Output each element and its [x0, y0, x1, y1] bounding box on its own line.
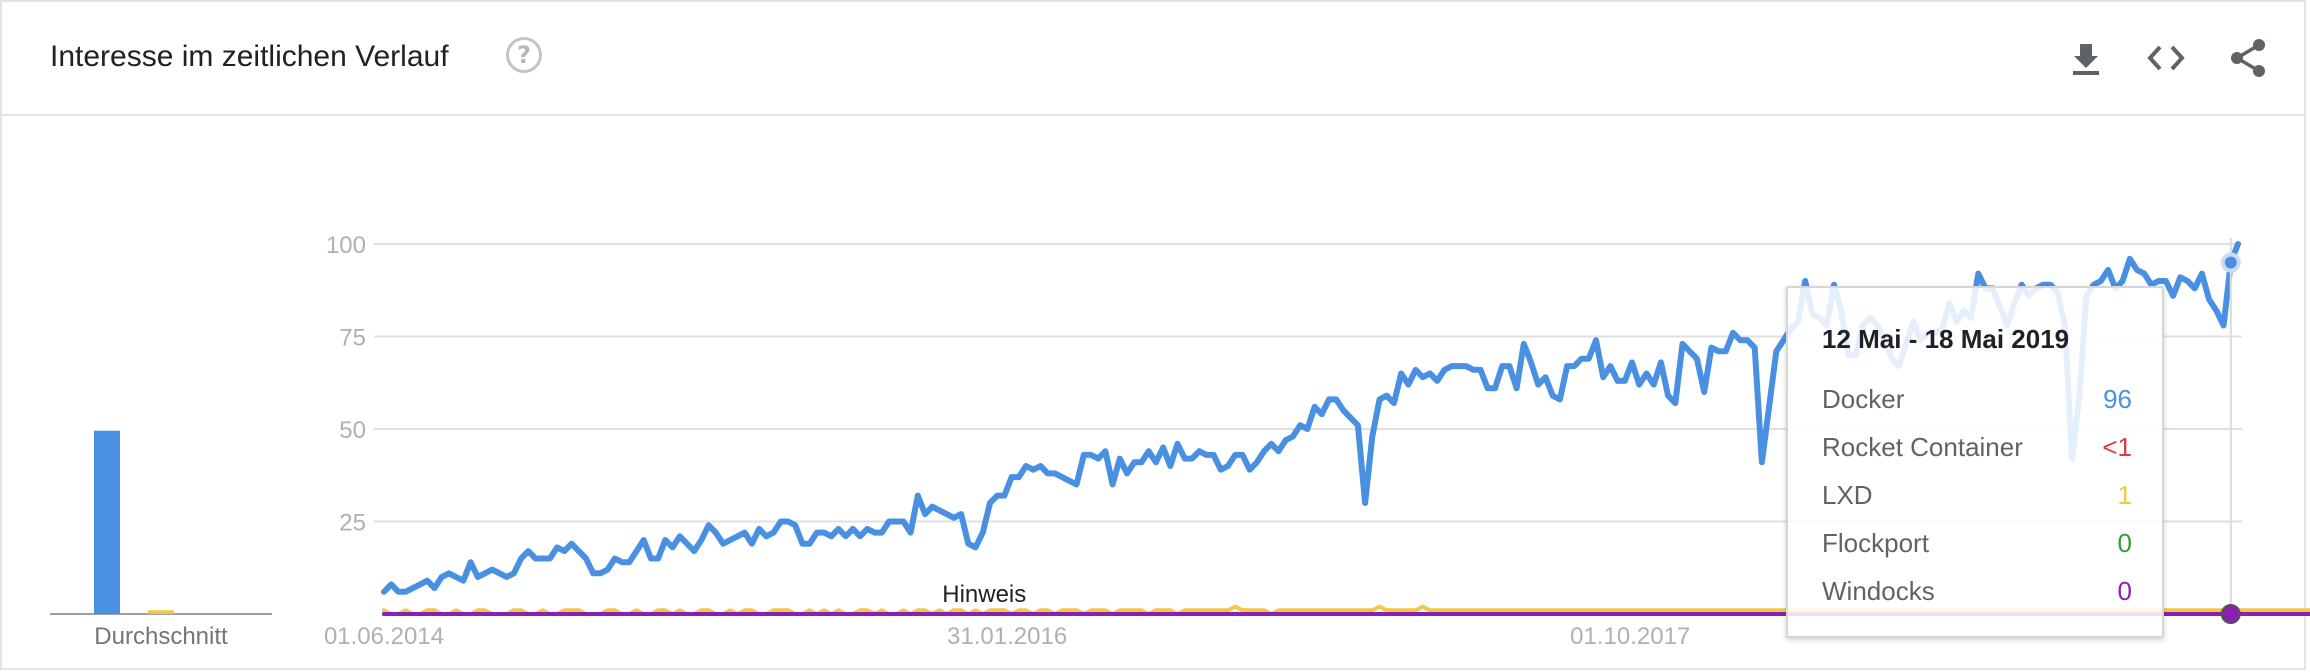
hover-point-windocks: [2220, 604, 2241, 624]
help-circle-icon[interactable]: ?: [506, 37, 542, 73]
y-tick-label: 75: [339, 325, 366, 352]
x-tick-label: 01.10.2017: [1570, 623, 1690, 650]
tooltip-label: Windocks: [1822, 576, 1935, 606]
share-icon[interactable]: [2228, 38, 2268, 78]
y-tick-label: 25: [339, 510, 366, 537]
tooltip-row-windocks: Windocks 0: [1822, 576, 2132, 608]
tooltip-row-flockport: Flockport 0: [1822, 528, 2132, 560]
tooltip-value: 0: [2117, 576, 2132, 606]
x-tick-label: 31.01.2016: [947, 623, 1067, 650]
average-label: Durchschnitt: [94, 623, 228, 650]
chart-tooltip: 12 Mai - 18 Mai 2019 Docker 96 Rocket Co…: [1786, 286, 2164, 638]
tooltip-value: 1: [2117, 480, 2132, 510]
tooltip-row-lxd: LXD 1: [1822, 480, 2132, 512]
tooltip-title: 12 Mai - 18 Mai 2019: [1822, 324, 2070, 354]
tooltip-label: Docker: [1822, 384, 1905, 414]
x-tick-label: 01.06.2014: [324, 623, 444, 650]
y-tick-label: 50: [339, 417, 366, 444]
tooltip-value: 96: [2103, 384, 2132, 414]
tooltip-label: LXD: [1822, 480, 1873, 510]
card-header: Interesse im zeitlichen Verlauf ?: [2, 2, 2304, 116]
annotation-label: Hinweis: [942, 581, 1026, 608]
card-title: Interesse im zeitlichen Verlauf: [50, 40, 449, 73]
average-bar-lxd: [148, 610, 174, 614]
hover-point-docker: [2220, 252, 2241, 273]
tooltip-row-docker: Docker 96: [1822, 384, 2132, 416]
tooltip-value: 0: [2117, 528, 2132, 558]
tooltip-value: <1: [2102, 432, 2132, 462]
tooltip-label: Rocket Container: [1822, 432, 2023, 462]
download-icon[interactable]: [2066, 38, 2106, 78]
y-tick-label: 100: [326, 232, 366, 259]
average-bar-docker: [94, 430, 120, 614]
tooltip-label: Flockport: [1822, 528, 1929, 558]
tooltip-row-rocket-container: Rocket Container <1: [1822, 432, 2132, 464]
embed-code-icon[interactable]: [2146, 38, 2186, 78]
